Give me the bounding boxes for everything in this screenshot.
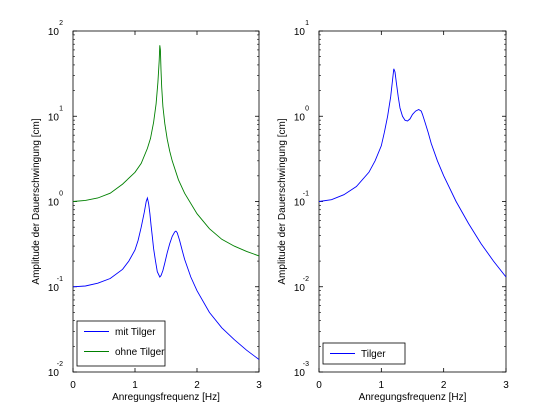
y-tick-exponent: -1 — [303, 191, 309, 198]
y-tick-exponent: 2 — [59, 20, 63, 27]
legend: Tilger — [322, 342, 406, 365]
y-tick-exponent: 1 — [305, 20, 309, 27]
y-axis-label: Amplitude der Dauerschwingung [cm] — [31, 118, 42, 284]
x-tick-label: 1 — [379, 380, 385, 391]
y-tick-exponent: -3 — [303, 361, 309, 368]
legend-box — [322, 342, 406, 365]
y-tick-exponent: 1 — [59, 105, 63, 112]
series-line-2 — [72, 45, 260, 257]
x-axis-label: Anregungsfrequenz [Hz] — [359, 392, 467, 403]
legend-label-2: ohne Tilger — [115, 347, 165, 358]
y-tick-base: 10 — [48, 27, 60, 38]
x-tick-label: 0 — [70, 380, 76, 391]
x-tick-label: 1 — [132, 380, 138, 391]
legend-label-1: Tilger — [361, 349, 386, 360]
y-tick-base: 10 — [48, 368, 60, 379]
y-tick-exponent: -2 — [57, 361, 63, 368]
right-plot: 0 1 2 310-310-210-1100101Anregungsfrequenz … — [277, 20, 509, 403]
legend-box — [76, 320, 166, 367]
y-tick-base: 10 — [48, 198, 60, 209]
y-tick-exponent: -1 — [57, 276, 63, 283]
y-tick-base: 10 — [294, 27, 306, 38]
x-tick-label: 3 — [503, 380, 509, 391]
legend-label-1: mit Tilger — [115, 327, 156, 338]
y-tick-base: 10 — [294, 198, 306, 209]
x-tick-label: 3 — [256, 380, 262, 391]
x-axis-label: Anregungsfrequenz [Hz] — [112, 392, 220, 403]
series-line-1 — [318, 68, 507, 278]
legend: mit Tilger ohne Tilger — [76, 320, 166, 367]
series-line-1 — [72, 196, 260, 360]
x-tick-label: 2 — [441, 380, 447, 391]
y-tick-base: 10 — [294, 368, 306, 379]
y-tick-exponent: -2 — [303, 276, 309, 283]
y-axis-label: Amplitude der Dauerschwingung [cm] — [277, 118, 288, 284]
y-tick-base: 10 — [294, 112, 306, 123]
y-tick-exponent: 0 — [305, 105, 309, 112]
y-tick-exponent: 0 — [59, 191, 63, 198]
plot-area — [318, 30, 507, 373]
x-tick-label: 2 — [194, 380, 200, 391]
y-tick-base: 10 — [294, 283, 306, 294]
plot-area — [72, 30, 260, 373]
y-tick-base: 10 — [48, 283, 60, 294]
x-tick-label: 0 — [316, 380, 322, 391]
y-tick-base: 10 — [48, 112, 60, 123]
